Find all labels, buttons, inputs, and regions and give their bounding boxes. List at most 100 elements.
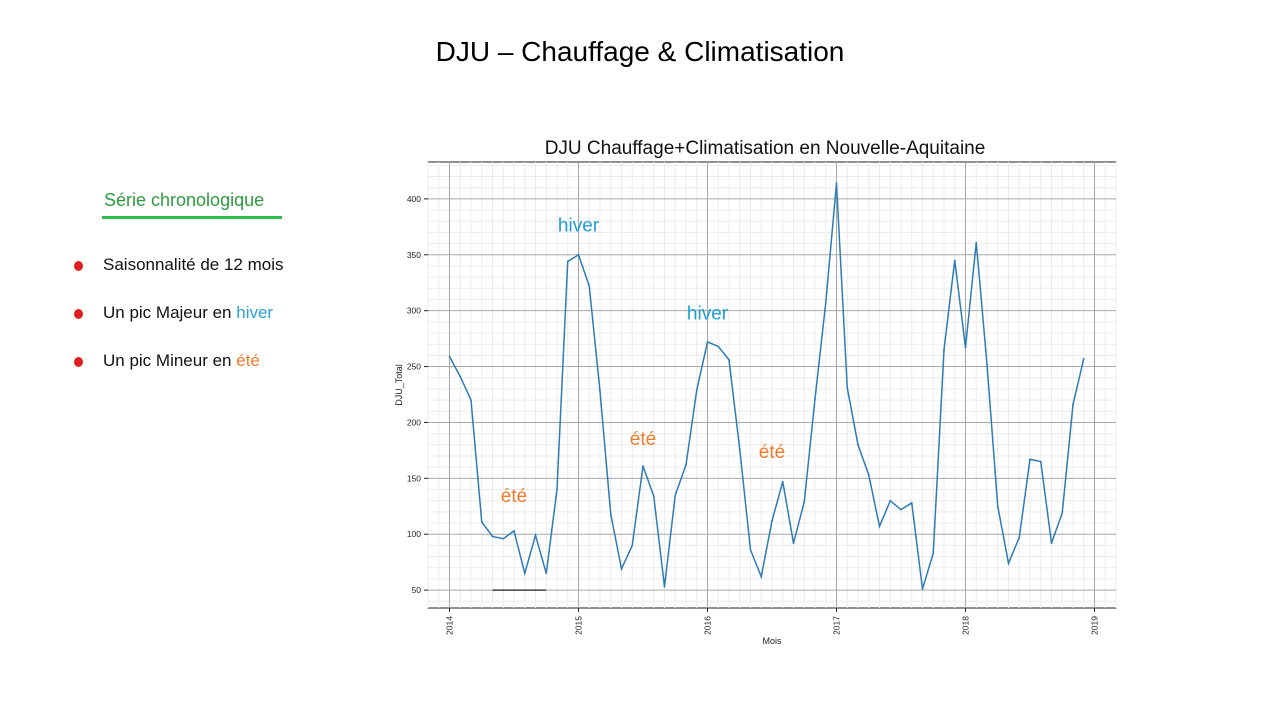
data-point — [480, 521, 483, 523]
data-point — [857, 443, 859, 446]
chart-title: DJU Chauffage+Climatisation en Nouvelle-… — [545, 138, 986, 159]
y-tick-label: 150 — [407, 473, 421, 483]
x-tick-label: 2019 — [1090, 616, 1100, 635]
slide-title: DJU – Chauffage & Climatisation — [435, 36, 845, 67]
data-point — [556, 488, 558, 491]
data-point — [459, 375, 462, 378]
data-point — [1072, 403, 1074, 406]
y-tick-label: 300 — [407, 306, 421, 316]
annotation-label: été — [759, 442, 785, 463]
data-point — [1050, 542, 1053, 545]
annotation-label: été — [630, 429, 656, 450]
data-point — [534, 534, 537, 537]
bullet-list: Saisonnalité de 12 mois Un pic Majeur en… — [74, 254, 284, 398]
x-axis-label: Mois — [762, 636, 782, 646]
x-tick-label: 2014 — [445, 616, 455, 635]
data-point — [964, 346, 967, 349]
data-point — [900, 508, 902, 511]
data-point — [491, 535, 494, 538]
series-points — [448, 182, 1085, 590]
data-point — [835, 182, 838, 185]
bullet-text: Un pic Majeur en — [103, 303, 237, 322]
data-point — [470, 399, 472, 401]
y-tick-label: 400 — [407, 194, 421, 204]
data-point — [588, 285, 591, 287]
data-point — [1061, 512, 1064, 514]
data-point — [867, 474, 870, 476]
x-axis: 2014 2015 2016 2017 2018 2019 — [445, 608, 1100, 635]
series-line-dju-total — [448, 183, 1085, 590]
bullet-highlight-hiver: hiver — [236, 303, 274, 322]
data-point — [943, 348, 945, 351]
dju-line-chart: DJU Chauffage+Climatisation en Nouvelle-… — [394, 138, 1117, 646]
bullet-dot-icon — [74, 261, 83, 271]
annotation-label: été — [501, 486, 527, 507]
y-tick-label: 250 — [407, 362, 421, 372]
bullet-highlight-ete: été — [236, 351, 260, 370]
data-point — [631, 544, 634, 547]
data-point — [652, 495, 655, 498]
data-point — [577, 253, 580, 256]
data-point — [824, 301, 827, 304]
data-point — [738, 448, 741, 451]
data-point — [996, 505, 999, 508]
annotation-label: hiver — [558, 215, 600, 236]
data-point — [814, 398, 816, 400]
series-heading-underline — [102, 216, 282, 219]
data-point — [986, 363, 988, 366]
data-point — [781, 480, 784, 483]
data-point — [566, 260, 569, 263]
y-tick-label: 50 — [412, 585, 422, 595]
bullet-item: Un pic Majeur en hiver — [74, 302, 284, 350]
series-heading: Série chronologique — [104, 190, 265, 210]
y-axis-label: DJU_Total — [394, 364, 404, 406]
bullet-dot-icon — [74, 357, 83, 367]
data-point — [846, 386, 849, 389]
annotation-label: hiver — [687, 304, 729, 325]
data-point — [1082, 357, 1085, 360]
data-point — [1007, 562, 1010, 565]
y-axis: 50 100 150 200 250 300 350 400 — [407, 194, 428, 595]
data-point — [717, 345, 720, 348]
data-point — [921, 588, 924, 590]
data-point — [953, 259, 956, 262]
data-point — [889, 499, 892, 502]
bullet-item: Un pic Mineur en été — [74, 350, 284, 398]
data-point — [663, 585, 666, 588]
data-point — [599, 390, 601, 393]
data-point — [878, 525, 881, 528]
data-point — [771, 519, 773, 522]
x-tick-label: 2015 — [574, 616, 584, 635]
data-point — [803, 500, 806, 503]
data-point — [706, 341, 709, 343]
annotations: hiver hiver été été été — [501, 215, 785, 507]
bullet-item: Saisonnalité de 12 mois — [74, 254, 284, 302]
data-point — [545, 572, 548, 575]
data-point — [792, 542, 795, 545]
data-point — [502, 537, 505, 540]
bullet-text: Saisonnalité de 12 mois — [103, 255, 284, 274]
data-point — [695, 389, 698, 391]
data-point — [513, 529, 515, 532]
data-point — [1018, 536, 1021, 539]
x-tick-label: 2017 — [832, 616, 842, 635]
data-point — [609, 513, 612, 516]
data-point — [448, 355, 451, 358]
y-tick-label: 350 — [407, 250, 421, 260]
data-point — [1029, 458, 1031, 461]
data-point — [642, 465, 644, 467]
data-point — [728, 358, 730, 361]
y-tick-label: 200 — [407, 417, 421, 427]
data-point — [932, 552, 935, 555]
x-tick-label: 2018 — [961, 616, 971, 635]
bullet-dot-icon — [74, 309, 83, 319]
data-point — [523, 572, 526, 575]
x-tick-label: 2016 — [703, 616, 713, 635]
y-tick-label: 100 — [407, 529, 421, 539]
data-point — [760, 575, 763, 578]
data-point — [685, 464, 687, 466]
data-point — [910, 502, 913, 504]
bullet-text: Un pic Mineur en — [103, 351, 237, 370]
minor-grid — [427, 162, 1117, 608]
data-point — [749, 548, 752, 551]
